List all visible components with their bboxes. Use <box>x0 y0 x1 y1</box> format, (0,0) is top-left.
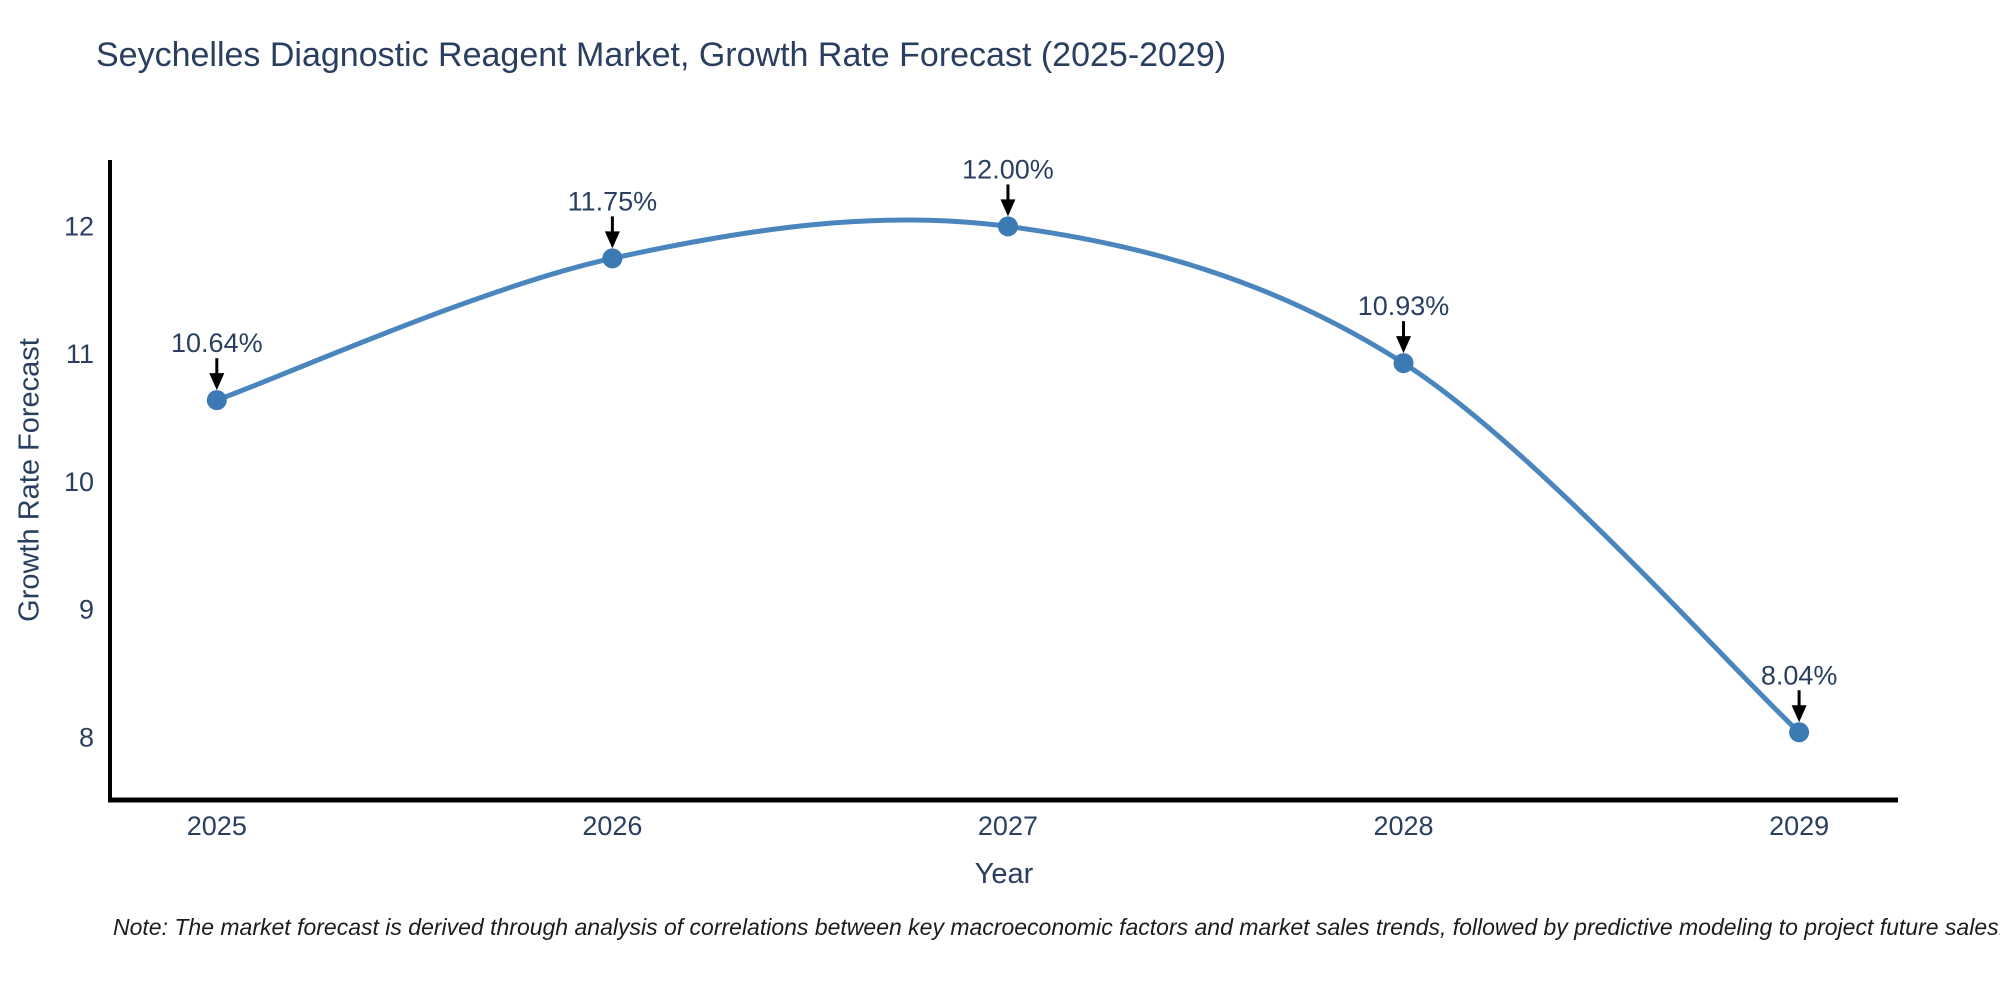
x-tick-label: 2027 <box>978 811 1038 841</box>
annotation-arrowhead-icon <box>209 373 225 391</box>
y-tick-label: 10 <box>64 467 94 497</box>
y-tick-label: 12 <box>64 211 94 241</box>
forecast-line <box>214 217 1802 735</box>
x-tick-label: 2026 <box>582 811 642 841</box>
x-tick-label: 2025 <box>187 811 247 841</box>
point-value-label: 11.75% <box>568 186 658 216</box>
chart-footnote: Note: The market forecast is derived thr… <box>113 914 2000 940</box>
y-tick-label: 11 <box>66 339 94 369</box>
annotation-arrowhead-icon <box>604 231 620 249</box>
point-value-label: 10.93% <box>1358 291 1450 321</box>
x-tick-label: 2028 <box>1373 811 1433 841</box>
point-value-label: 8.04% <box>1761 660 1838 690</box>
y-tick-label: 9 <box>79 595 94 625</box>
data-point[interactable] <box>997 216 1018 237</box>
annotation-arrowhead-icon <box>1396 336 1412 354</box>
annotation-arrowhead-icon <box>1791 705 1807 723</box>
x-tick-label: 2029 <box>1769 811 1829 841</box>
data-point[interactable] <box>1789 722 1810 743</box>
point-value-label: 12.00% <box>962 154 1054 184</box>
y-tick-label: 8 <box>79 722 94 752</box>
data-point[interactable] <box>1393 353 1414 374</box>
annotation-arrowhead-icon <box>1000 199 1016 217</box>
point-value-label: 10.64% <box>171 328 263 358</box>
x-axis-title: Year <box>974 858 1034 890</box>
chart-title: Seychelles Diagnostic Reagent Market, Gr… <box>96 36 1227 74</box>
data-point[interactable] <box>602 248 623 269</box>
data-point[interactable] <box>206 390 227 411</box>
